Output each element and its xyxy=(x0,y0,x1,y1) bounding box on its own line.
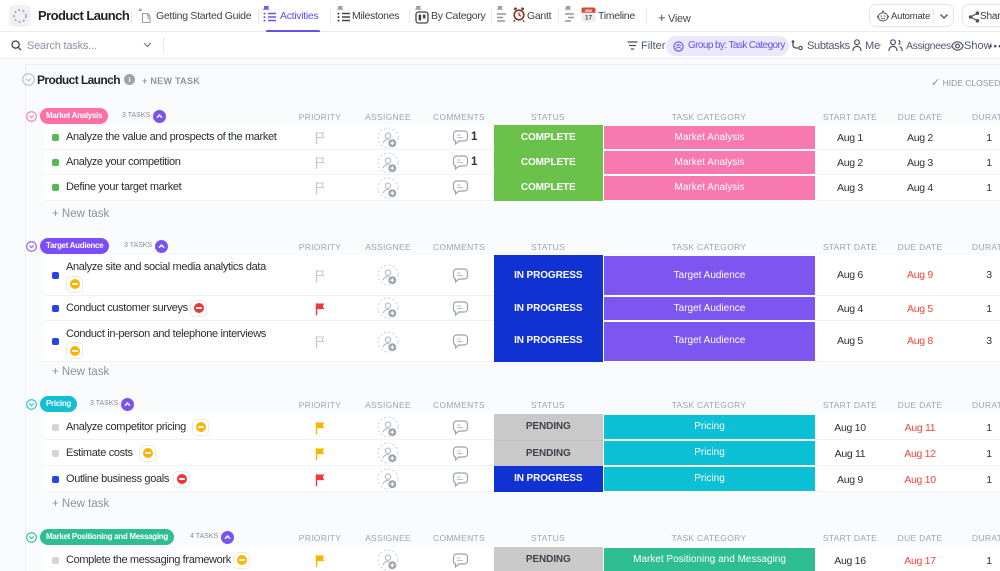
svg-text:MM: MM xyxy=(585,8,592,13)
svg-text:17: 17 xyxy=(585,15,593,22)
svg-text:i: i xyxy=(128,75,130,84)
